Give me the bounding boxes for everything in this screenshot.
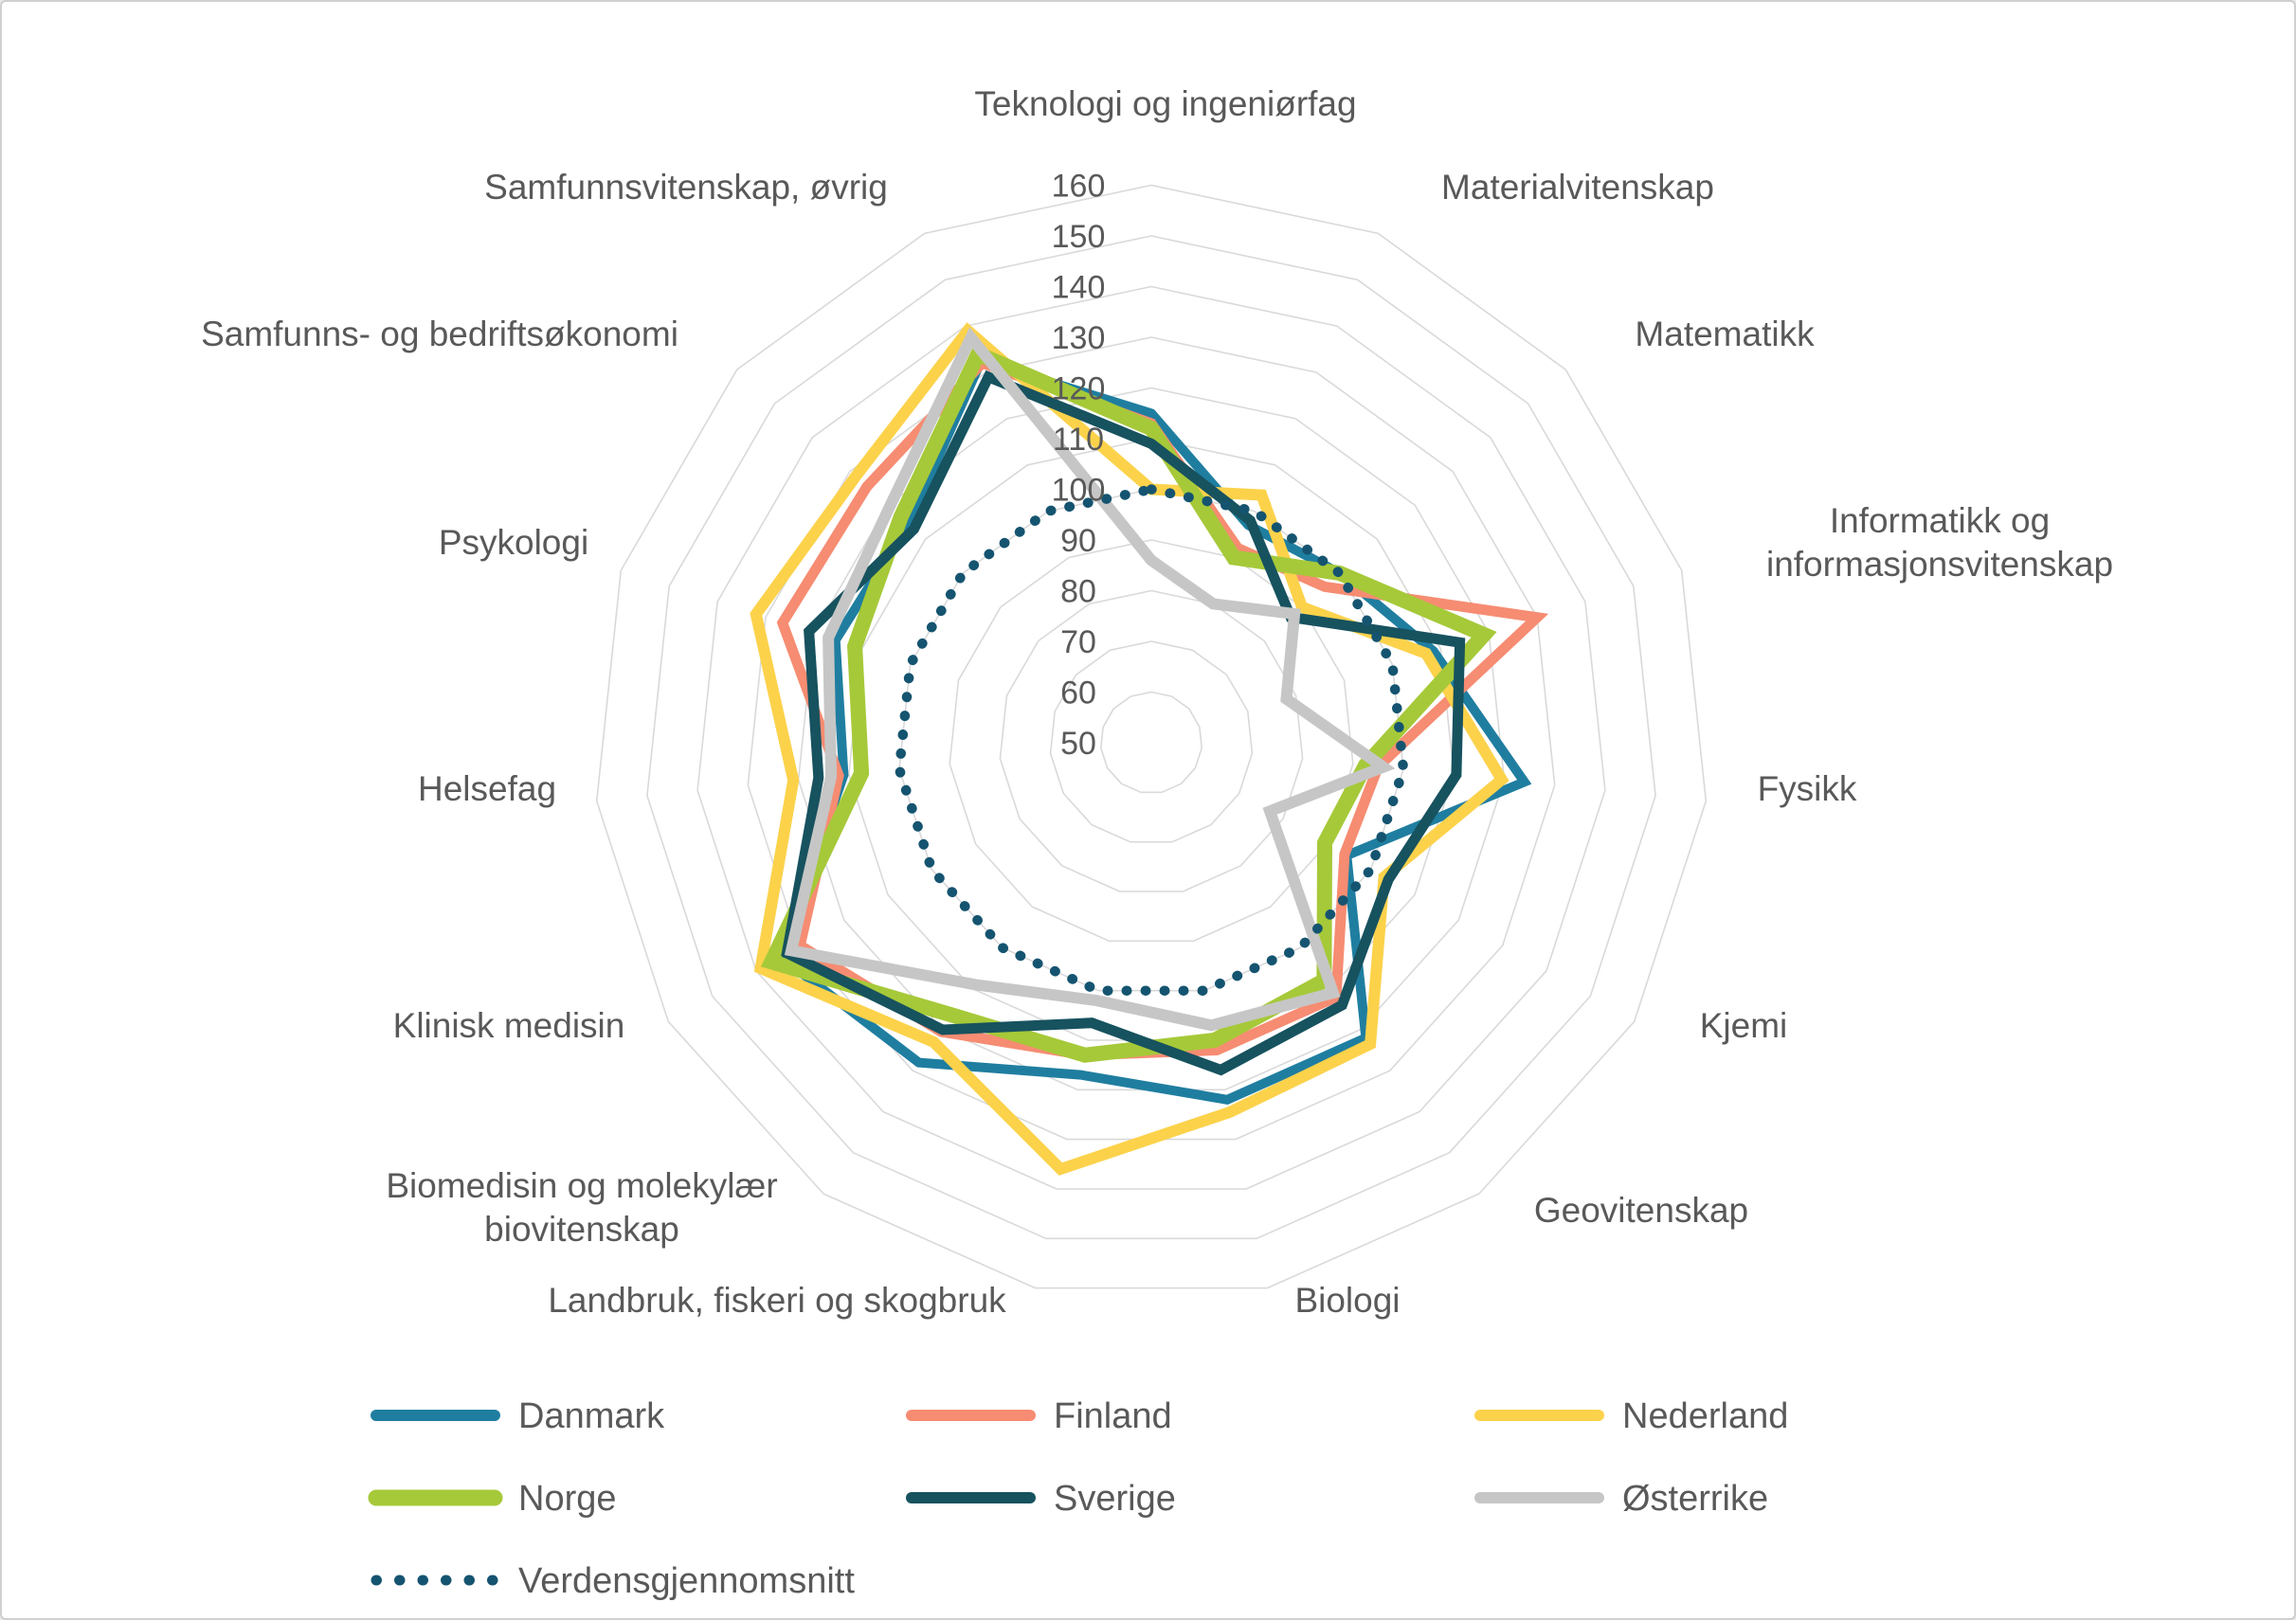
radial-tick-160: 160 <box>1052 169 1106 205</box>
radial-tick-150: 150 <box>1052 219 1106 255</box>
radial-tick-labels: 50 60 70 80 90 100 110 120 130 140 150 160 <box>1052 169 1106 763</box>
radial-tick-70: 70 <box>1060 624 1096 660</box>
axis-label-7: Biologi <box>1294 1281 1400 1320</box>
axis-label-3: informasjonsvitenskap <box>1766 545 2113 584</box>
grid-rings <box>595 184 1708 1289</box>
radial-tick-140: 140 <box>1052 270 1106 306</box>
radial-tick-90: 90 <box>1060 523 1096 559</box>
radial-tick-80: 80 <box>1060 574 1096 610</box>
axis-label-13: Samfunns- og bedriftsøkonomi <box>201 315 678 353</box>
radial-tick-100: 100 <box>1052 473 1106 509</box>
axis-label-4: Fysikk <box>1758 769 1857 808</box>
axis-label-2: Matematikk <box>1635 315 1815 353</box>
axis-label-8: Landbruk, fiskeri og skogbruk <box>548 1281 1006 1320</box>
axis-label-10: Klinisk medisin <box>393 1006 625 1045</box>
axis-label-0: Teknologi og ingeniørfag <box>974 84 1356 123</box>
axis-label-9: Biomedisin og molekylær <box>386 1166 777 1205</box>
series-line-verdensgjennomsnitt <box>894 484 1409 996</box>
radial-tick-130: 130 <box>1052 320 1106 356</box>
axis-label-9: biovitenskap <box>484 1210 679 1249</box>
series-lines <box>750 322 1549 1176</box>
radial-tick-110: 110 <box>1053 422 1104 458</box>
axis-label-14: Samfunnsvitenskap, øvrig <box>484 168 888 207</box>
radial-tick-50: 50 <box>1060 726 1096 762</box>
axis-label-12: Psykologi <box>439 523 588 562</box>
axis-label-11: Helsefag <box>418 769 556 808</box>
series-line--sterrike <box>784 327 1396 1032</box>
radial-tick-60: 60 <box>1060 675 1096 711</box>
axis-label-5: Kjemi <box>1700 1006 1788 1045</box>
category-labels: Teknologi og ingeniørfag Materialvitenska… <box>201 84 2113 1320</box>
axis-label-3: Informatikk og <box>1830 501 2050 540</box>
axis-label-6: Geovitenskap <box>1534 1191 1748 1230</box>
radial-tick-120: 120 <box>1052 371 1106 407</box>
axis-label-1: Materialvitenskap <box>1441 168 1714 207</box>
